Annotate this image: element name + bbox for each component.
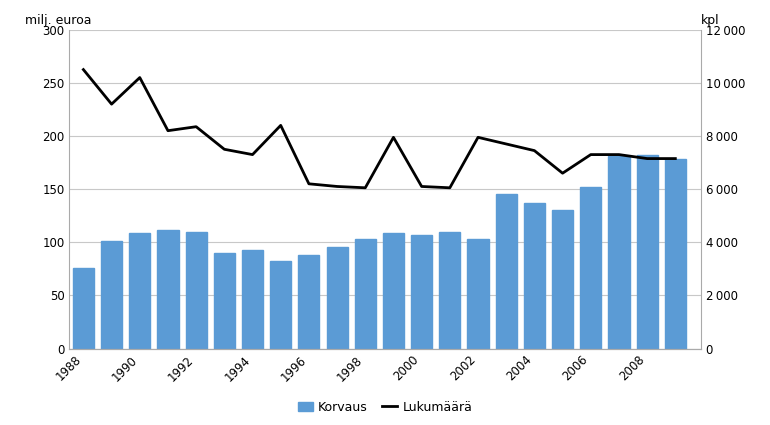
Bar [637, 155, 658, 348]
Legend: Korvaus, Lukumäärä: Korvaus, Lukumäärä [293, 396, 477, 419]
Bar [101, 241, 122, 348]
Text: milj. euroa: milj. euroa [25, 14, 92, 27]
Bar [129, 233, 150, 348]
Bar [326, 246, 347, 348]
Bar [383, 233, 404, 348]
Bar [552, 210, 573, 348]
Bar [157, 230, 179, 348]
Bar [608, 156, 630, 348]
Bar [270, 261, 291, 348]
Bar [411, 235, 432, 348]
Bar [73, 268, 94, 348]
Bar [467, 239, 489, 348]
Bar [496, 195, 517, 348]
Bar [186, 232, 206, 348]
Bar [298, 255, 320, 348]
Text: kpl: kpl [701, 14, 719, 27]
Bar [355, 239, 376, 348]
Bar [439, 232, 460, 348]
Bar [242, 250, 263, 348]
Bar [581, 187, 601, 348]
Bar [665, 159, 686, 348]
Bar [524, 203, 545, 348]
Bar [214, 253, 235, 348]
